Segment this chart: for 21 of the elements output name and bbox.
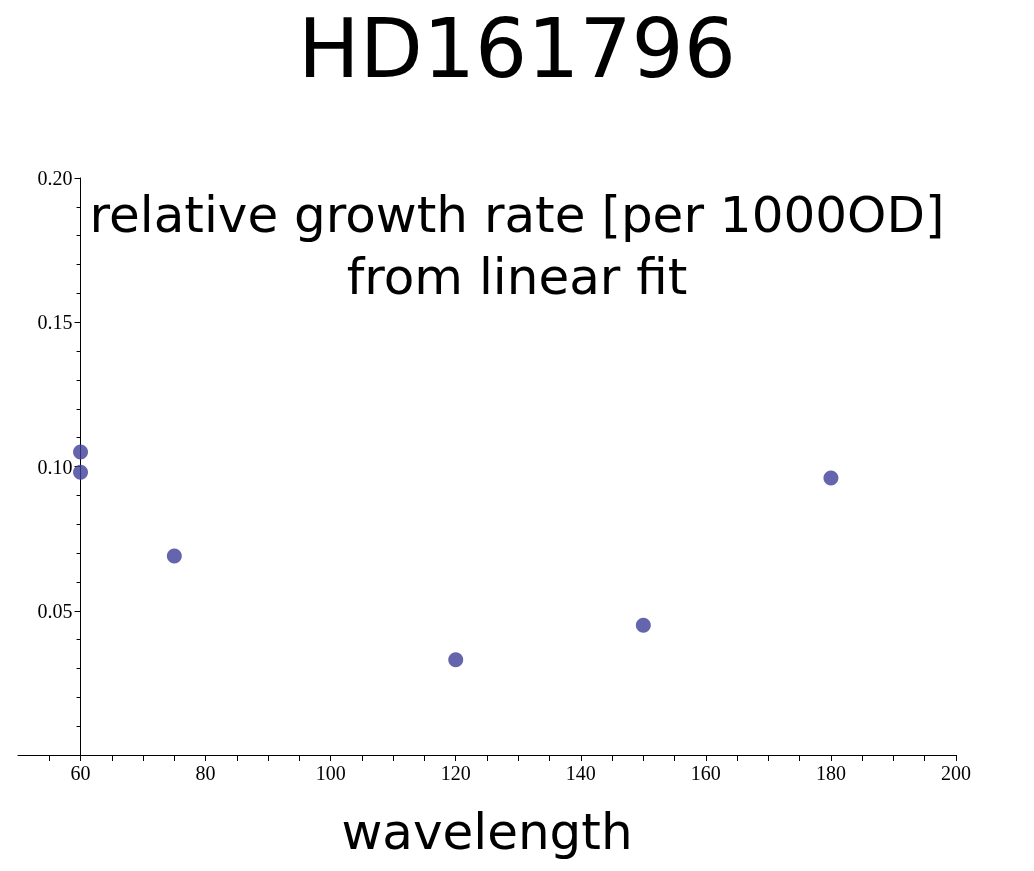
point xyxy=(823,470,839,486)
x-tick-label: 200 xyxy=(941,762,971,784)
point xyxy=(448,652,464,668)
x-tick-label: 80 xyxy=(195,762,216,784)
x-tick-label: 120 xyxy=(440,762,471,784)
x-tick-label: 180 xyxy=(815,762,846,784)
y-tick-label: 0.10 xyxy=(37,455,73,478)
y-axis-title: relative growth rate [per 1000OD] from linear fit xyxy=(89,186,945,306)
point xyxy=(73,444,89,460)
x-axis-title: wavelength xyxy=(341,803,633,861)
x-tick-label: 140 xyxy=(565,762,596,784)
x-tick-label: 100 xyxy=(315,762,346,784)
x-tick-label: 160 xyxy=(690,762,721,784)
chart-title: HD161796 xyxy=(298,0,736,96)
x-tick-label: 60 xyxy=(70,762,91,784)
point xyxy=(166,548,182,564)
point xyxy=(73,464,89,480)
y-tick-label: 0.20 xyxy=(37,167,73,189)
y-tick-label: 0.15 xyxy=(37,311,73,334)
y-tick-label: 0.05 xyxy=(37,599,73,622)
point xyxy=(635,617,651,633)
